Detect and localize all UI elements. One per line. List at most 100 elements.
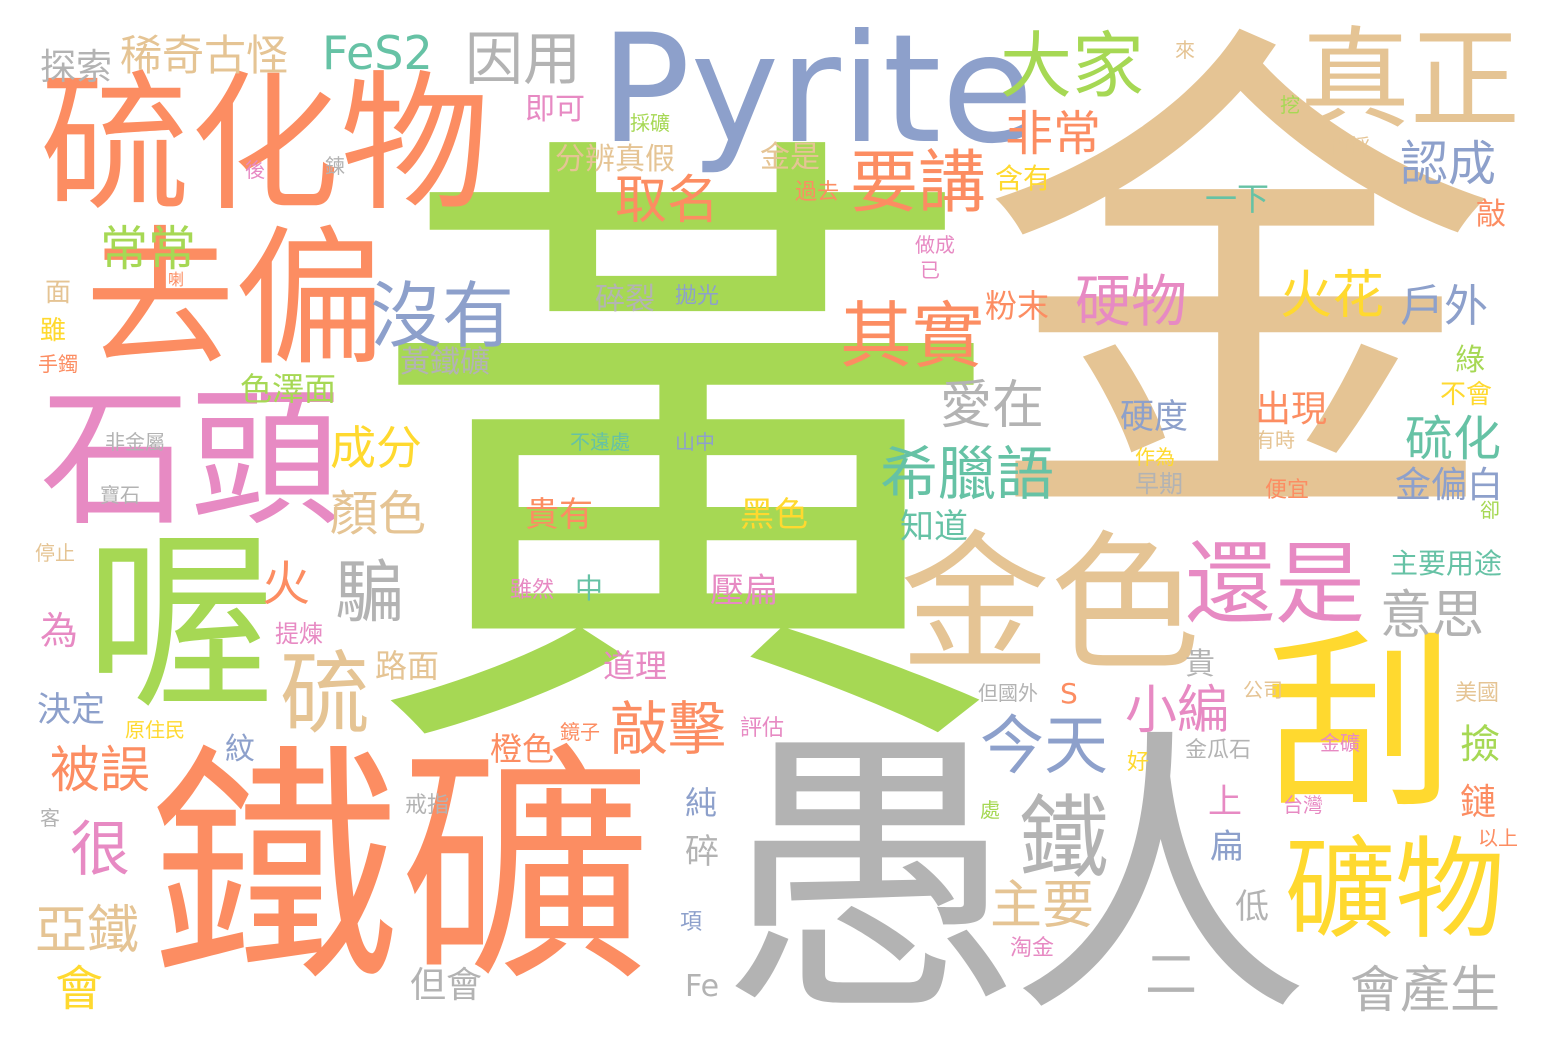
word-chuxian: 出現 [1255,389,1328,430]
word-fe: Fe [685,969,720,1004]
word-fes2: FeS2 [322,26,433,80]
word-liuhua: 硫化 [1405,411,1502,467]
word-shouzhuo: 手鐲 [38,352,78,376]
word-mian: 面 [45,278,72,308]
word-zhong: 中 [575,572,604,605]
word-suiran: 雖然 [510,578,555,603]
word-xiang: 項 [680,910,703,935]
word-youshi: 有時 [1255,428,1295,452]
word-di: 低 [1235,887,1269,927]
word-heise: 黑色 [740,495,808,535]
word-shitou: 石頭 [40,373,341,547]
word-chengse: 橙色 [490,730,555,768]
word-feichang: 非常 [1005,106,1102,162]
word-liu: 硫 [280,642,370,747]
word-qiao: 敲 [1476,197,1506,232]
word-bushangchu: 不遠處 [570,430,630,454]
word-lumian: 路面 [375,647,440,685]
word-yatie: 亞鐵 [35,901,140,961]
word-que: 卻 [1480,498,1500,522]
word-huo: 火 [262,556,311,612]
word-la: 喇 [168,270,185,289]
word-huang: 黃 [365,87,1005,832]
word-lu: 綠 [1455,343,1485,378]
word-chu: 處 [980,798,1000,822]
word-jin: 金 [980,0,1500,593]
word-jingzi: 鏡子 [560,720,600,744]
word-zhuyaoyongtu: 主要用途 [1390,547,1503,580]
word-liuhuawu: 硫化物 [40,58,491,232]
word-yinyong: 因用 [465,25,582,93]
word-kuangwu: 礦物 [1285,826,1505,954]
word-wen: 紋 [225,732,255,767]
word-buhui: 不會 [1440,380,1493,410]
word-tie: 鐵 [1003,790,1108,880]
word-guiyou: 貴有 [525,495,593,535]
word-huohua: 火花 [1280,266,1385,326]
word-baoshi: 寶石 [100,483,140,507]
word-meiyou: 沒有 [370,274,515,358]
word-taiwan: 台灣 [1283,793,1323,817]
word-qupian: 去偏 [85,213,386,387]
word-zhidao: 知道 [900,507,968,547]
word-suilie: 碎裂 [595,282,655,317]
word-bian: 扁 [1210,827,1244,867]
word-hui: 會 [55,961,104,1017]
word-jintian: 今天 [980,710,1108,784]
word-jinse: 金色 [900,518,1201,692]
word-qishi: 其實 [840,294,985,378]
word-hen: 很 [70,815,130,885]
word-changchang: 常常 [100,221,197,277]
word-beiwu: 被誤 [50,741,150,799]
word-guoqu: 過去 [795,180,840,205]
word-feijinshu: 非金屬 [105,430,165,454]
word-xilayu: 希臘語 [880,440,1055,508]
word-fenbianzhenjia: 分辨真假 [555,142,675,177]
word-hou: 後 [245,158,265,182]
word-rencheng: 認成 [1400,136,1497,192]
word-jiezhi: 戒指 [405,793,450,818]
word-yu: 愚 [720,705,1020,1054]
word-fenmo: 粉末 [985,287,1050,325]
word-taojin: 淘金 [1010,936,1055,961]
word-yanse: 顏色 [330,486,427,542]
word-dangguowai: 但國外 [978,681,1038,705]
word-hanyou: 含有 [995,162,1052,195]
word-pianyi: 便宜 [1265,478,1310,503]
word-tilian: 提煉 [275,620,323,648]
word-tansuo: 探索 [40,47,113,88]
word-haishi: 還是 [1185,532,1365,637]
word-yuanzhumin: 原住民 [125,718,185,742]
word-xiqiguguai: 稀奇古怪 [120,31,289,80]
word-yaojiang: 要講 [850,144,987,223]
word-paoguang: 拋光 [675,284,720,309]
word-daoli: 道理 [603,647,668,685]
word-hao: 好 [1127,750,1150,775]
word-pian: 騙 [335,554,404,633]
word-zhenzheng: 真正 [1300,16,1520,144]
word-ke: 客 [40,806,60,830]
word-gui: 貴 [1185,647,1215,682]
word-wa: 挖 [1280,93,1300,117]
word-qiaoji: 敲擊 [610,695,727,763]
word-jinpianbai: 金偏白 [1395,465,1504,506]
word-zhuyao: 主要 [990,876,1095,936]
word-dajia: 大家 [1000,24,1145,108]
word-shang: 上 [1208,782,1242,822]
word-yabian: 壓扁 [710,571,778,611]
word-pinggu: 評估 [740,716,785,741]
word-huichansheng: 會產生 [1350,961,1500,1019]
word-yingwu: 硬物 [1075,270,1187,335]
word-zhuangjia: 雖 [40,316,67,346]
word-quming: 取名 [615,171,720,231]
word-jingguashi: 金瓜石 [1185,738,1252,763]
word-sezemian: 色澤面 [240,370,337,408]
word-lian: 鏈 [1460,782,1497,823]
word-huwai: 戶外 [1400,281,1488,332]
word-yixia: 一下 [1205,180,1270,218]
word-jinkuang: 金礦 [1320,731,1360,755]
word-xiaobian: 小編 [1125,681,1230,741]
word-yi: 已 [920,258,940,282]
word-meiguo: 美國 [1455,681,1500,706]
